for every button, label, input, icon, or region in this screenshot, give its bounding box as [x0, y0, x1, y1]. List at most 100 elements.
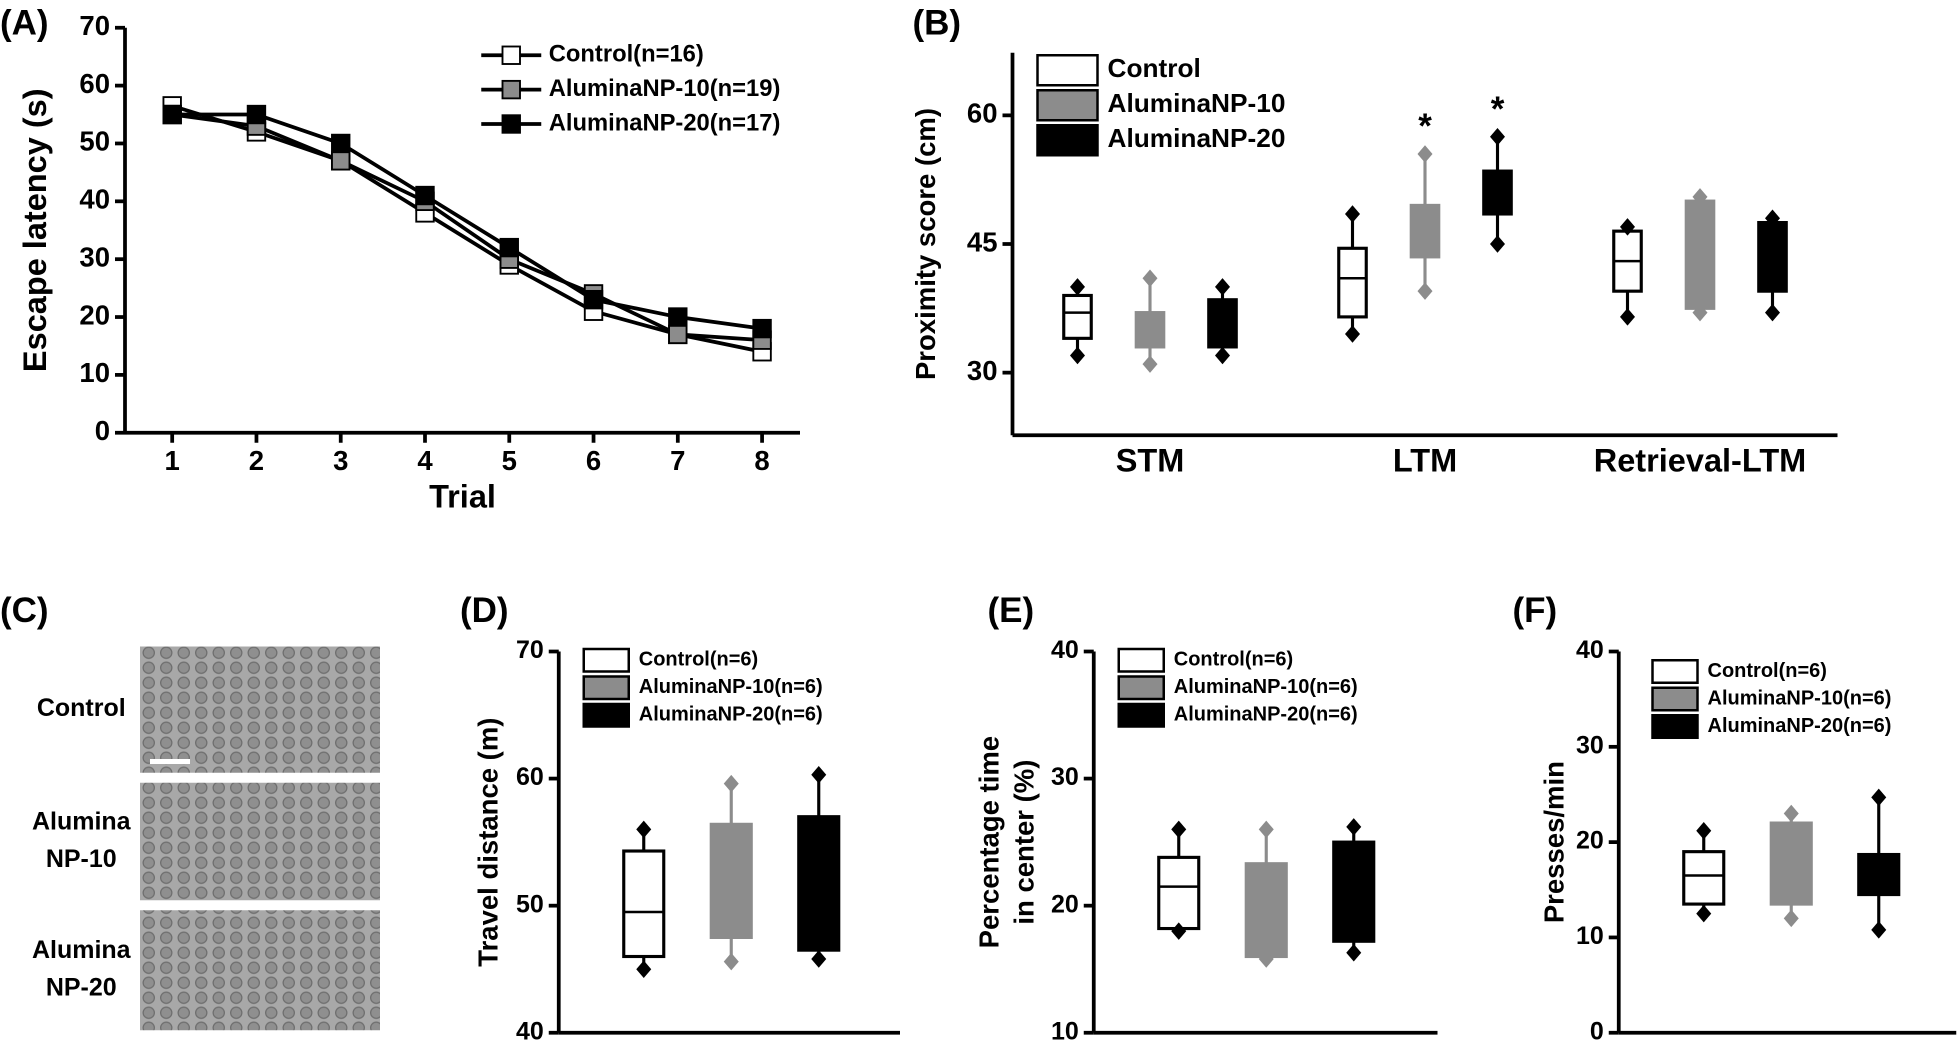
- panel-label: (C): [0, 591, 49, 630]
- legend-label: Control(n=6): [1708, 660, 1827, 682]
- data-point: [1417, 145, 1433, 163]
- data-point: [811, 950, 827, 968]
- data-point: [1871, 788, 1887, 807]
- x-tick-label: 6: [586, 445, 601, 476]
- y-tick-label: 30: [1576, 731, 1604, 759]
- panel-label: (A): [0, 4, 49, 43]
- x-tick-label: 7: [670, 445, 685, 476]
- legend-swatch: [1117, 675, 1165, 701]
- y-tick-label: 10: [79, 357, 110, 388]
- y-tick-label: 70: [79, 10, 110, 41]
- data-point: [1490, 128, 1505, 146]
- y-axis-label: in center (%): [1009, 760, 1040, 925]
- y-tick-label: 30: [79, 241, 110, 272]
- x-tick-label: 2: [249, 445, 264, 476]
- x-tick-label: 8: [754, 445, 769, 476]
- data-point: [331, 151, 351, 171]
- image-label: Alumina: [32, 807, 132, 835]
- box: [1684, 199, 1716, 310]
- data-point: [1345, 205, 1360, 223]
- box: [1062, 293, 1093, 340]
- data-point: [1692, 188, 1708, 206]
- legend-label: AluminaNP-10: [1108, 88, 1286, 118]
- y-tick-label: 20: [79, 299, 110, 330]
- legend-label: AluminaNP-10(n=6): [1174, 676, 1358, 698]
- y-tick-label: 40: [1051, 636, 1079, 664]
- y-tick-label: 60: [967, 98, 998, 129]
- y-axis-label: Proximity score (cm): [910, 108, 941, 380]
- data-point: [1783, 804, 1799, 823]
- data-point: [1871, 921, 1887, 939]
- y-axis-label: Escape latency (s): [17, 88, 53, 372]
- box: [1482, 169, 1513, 216]
- legend-swatch: [582, 675, 630, 701]
- legend-label: AluminaNP-20(n=6): [1174, 704, 1358, 726]
- data-point: [331, 133, 351, 154]
- data-point: [1171, 922, 1187, 940]
- series-line: [171, 112, 763, 343]
- data-point: [1620, 308, 1635, 326]
- data-point: [752, 318, 772, 339]
- legend-label: Control(n=6): [1174, 649, 1293, 671]
- data-point: [1258, 950, 1274, 968]
- y-tick-label: 10: [1576, 922, 1604, 950]
- legend-label: AluminaNP-20: [1108, 123, 1286, 153]
- data-point: [1345, 325, 1360, 343]
- y-tick-label: 10: [1051, 1017, 1079, 1043]
- y-tick-label: 0: [1590, 1017, 1604, 1043]
- data-point: [1215, 278, 1230, 296]
- data-point: [1171, 820, 1187, 839]
- y-tick-label: 30: [1051, 763, 1079, 791]
- data-point: [1070, 346, 1085, 365]
- legend-swatch: [582, 647, 630, 673]
- y-tick-label: 30: [967, 355, 998, 386]
- data-point: [1070, 278, 1085, 296]
- series-line: [172, 112, 763, 331]
- box: [1769, 821, 1813, 906]
- image-label: Control: [37, 694, 126, 722]
- y-tick-label: 40: [516, 1017, 544, 1043]
- data-point: [1692, 303, 1708, 322]
- data-point: [415, 185, 435, 206]
- data-point: [499, 237, 519, 258]
- legend-marker: [501, 79, 521, 100]
- data-point: [1696, 821, 1712, 840]
- data-point: [668, 324, 688, 345]
- legend-swatch: [1117, 647, 1165, 673]
- box: [1337, 246, 1368, 319]
- box: [1244, 862, 1288, 959]
- y-axis-label: Percentage time: [974, 736, 1005, 948]
- image-label: Alumina: [32, 936, 132, 964]
- y-tick-label: 60: [79, 68, 110, 99]
- legend-label: Control(n=6): [639, 649, 758, 671]
- data-point: [668, 307, 688, 327]
- panel-label: (E): [988, 591, 1035, 630]
- data-point: [1142, 355, 1158, 373]
- box: [622, 849, 666, 959]
- image-label: NP-10: [46, 845, 117, 873]
- x-tick-label: Retrieval-LTM: [1594, 442, 1807, 478]
- image-label: NP-20: [46, 974, 117, 1002]
- data-point: [636, 960, 652, 978]
- data-point: [1346, 818, 1362, 836]
- box: [1409, 203, 1441, 259]
- legend-label: Control(n=16): [549, 41, 704, 68]
- micrograph: [140, 782, 380, 901]
- legend-swatch: [582, 702, 630, 728]
- x-tick-label: LTM: [1393, 442, 1457, 478]
- data-point: [1765, 209, 1780, 228]
- y-tick-label: 40: [79, 184, 110, 215]
- box: [1757, 220, 1788, 293]
- series-line: [171, 104, 763, 354]
- y-tick-label: 70: [516, 636, 544, 664]
- x-tick-label: 5: [502, 445, 517, 476]
- data-point: [583, 289, 604, 310]
- y-axis-label: Presses/min: [1539, 761, 1570, 923]
- box: [1207, 298, 1238, 349]
- y-tick-label: 50: [516, 890, 544, 918]
- legend-swatch: [1036, 53, 1099, 87]
- y-tick-label: 45: [967, 226, 998, 257]
- data-point: [1142, 269, 1158, 288]
- data-point: [1783, 909, 1799, 928]
- legend-label: AluminaNP-20(n=6): [1708, 715, 1892, 737]
